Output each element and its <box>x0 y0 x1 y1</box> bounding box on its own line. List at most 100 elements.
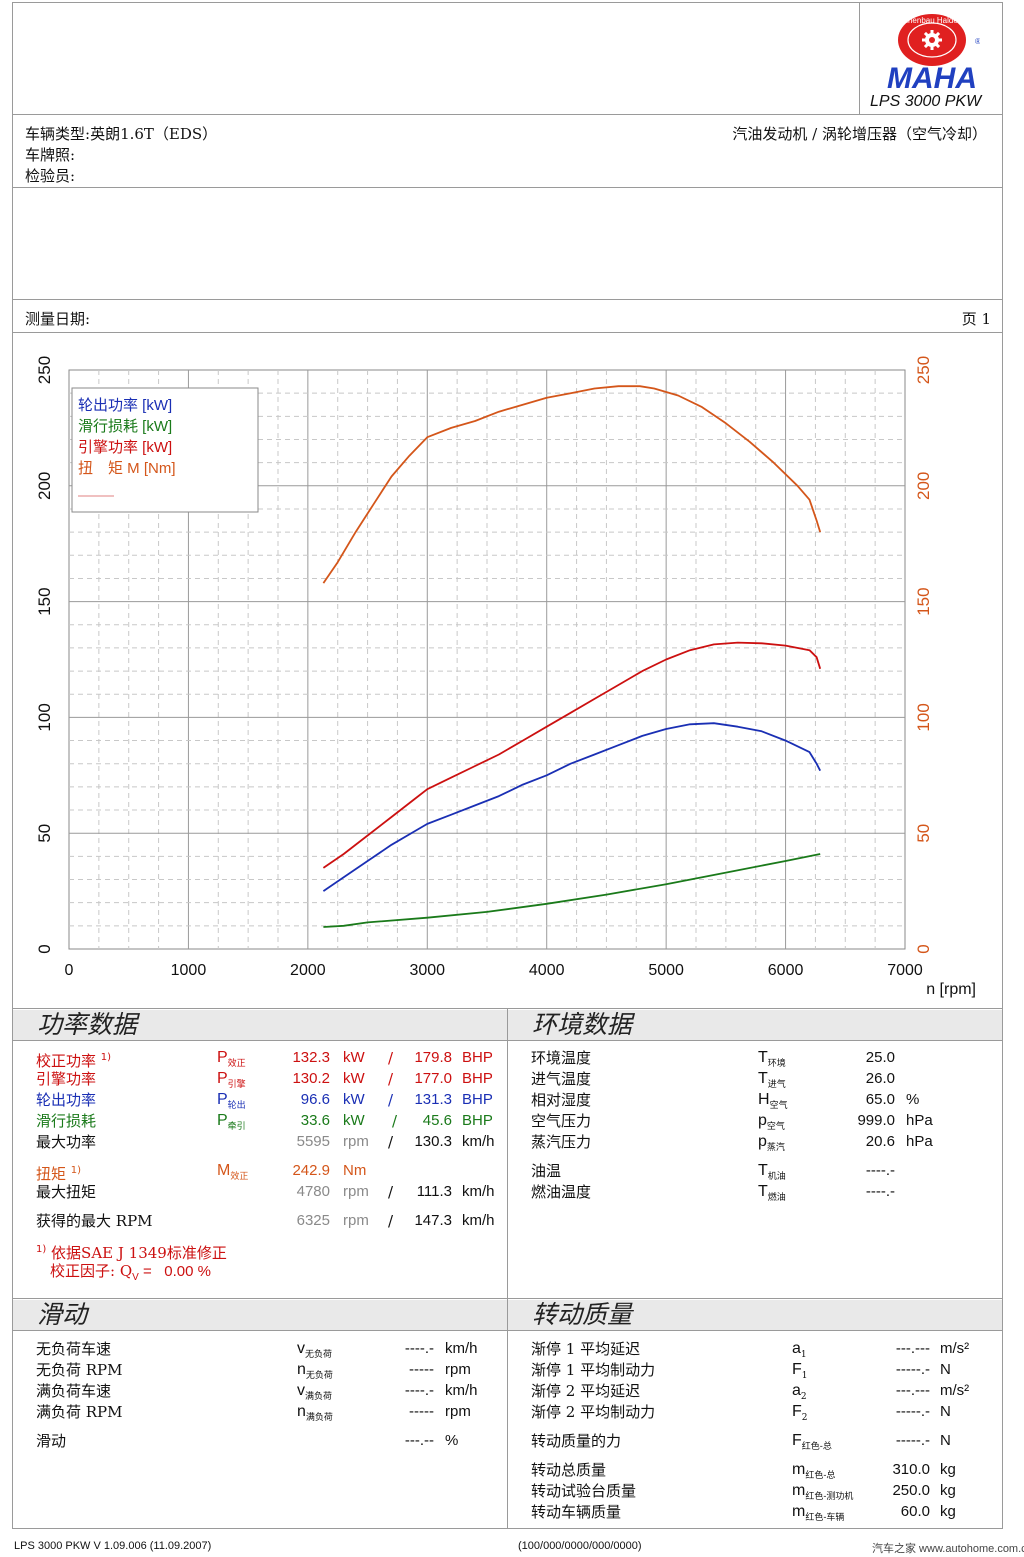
separator: / <box>392 1112 398 1130</box>
series-line-3 <box>322 385 822 584</box>
kmh-unit: km/h <box>462 1183 495 1200</box>
vehicle-type: 车辆类型:英朗1.6T（EDS） <box>25 123 217 144</box>
inertia-unit: kg <box>940 1503 956 1520</box>
legend-entry: 轮出功率 [kW] <box>78 397 172 414</box>
registered-icon: ® <box>975 37 980 46</box>
kw-unit: kW <box>343 1091 365 1108</box>
engine-power-kw: 130.2 <box>292 1070 330 1087</box>
env-label: 蒸汽压力 <box>531 1133 592 1151</box>
quantity-symbol: T机油 <box>758 1162 786 1182</box>
max-power-label: 最大功率 <box>36 1133 97 1151</box>
separator: / <box>388 1049 394 1067</box>
x-axis-label: n [rpm] <box>926 981 976 998</box>
legend-entry: 扭 矩 M [Nm] <box>78 460 176 477</box>
corrected-power-label: 校正功率 1) <box>36 1052 112 1070</box>
max-torque-label: 最大扭矩 <box>36 1183 97 1201</box>
chart-grid <box>68 369 906 950</box>
quantity-symbol: p空气 <box>758 1112 785 1132</box>
nm-unit: Nm <box>343 1162 367 1179</box>
separator: / <box>388 1212 394 1230</box>
correction-footnote: 1) 依据SAE J 1349标准修正 <box>36 1244 227 1262</box>
quantity-symbol: F2 <box>792 1403 808 1423</box>
rpm-unit: rpm <box>343 1133 369 1150</box>
logo-text: MAHA <box>887 62 977 92</box>
y-axis-left: 0 50 100 150 200 250 <box>35 356 54 954</box>
wheel-power-kw: 96.6 <box>300 1091 330 1108</box>
quantity-symbol: v无负荷 <box>297 1340 333 1360</box>
x-tick-label: 6000 <box>768 962 804 979</box>
logo-ring-text: Maschinenbau Haldenwang <box>885 16 980 25</box>
inertia-label: 转动车辆质量 <box>531 1503 622 1521</box>
y-axis-right: 0 50 100 150 200 250 <box>914 356 933 954</box>
kw-unit: kW <box>343 1049 365 1066</box>
inertia-value: 310.0 <box>892 1461 930 1478</box>
quantity-symbol: n无负荷 <box>297 1361 333 1381</box>
separator: / <box>388 1091 394 1109</box>
measure-date-label: 测量日期: <box>25 310 91 328</box>
series-line-1 <box>323 853 821 928</box>
env-value: ----.- <box>865 1183 895 1200</box>
torque-label: 扭矩 1) <box>36 1165 82 1183</box>
engine-power-label: 引擎功率 <box>36 1070 97 1088</box>
inertia-label: 渐停 2 平均延迟 <box>531 1382 641 1400</box>
y-tick-label-left: 250 <box>35 356 54 384</box>
torque-value: 242.9 <box>292 1162 330 1179</box>
y-tick-label-right: 250 <box>914 356 933 384</box>
max-rpm-label: 获得的最大 RPM <box>36 1212 153 1230</box>
env-label: 相对湿度 <box>531 1091 592 1109</box>
slip-value: ----- <box>409 1403 434 1420</box>
model-name: LPS 3000 PKW <box>870 93 982 110</box>
corrected-power-bhp: 179.8 <box>414 1049 452 1066</box>
max-torque-rpm: 4780 <box>296 1183 330 1200</box>
y-tick-label-right: 200 <box>914 472 933 500</box>
quantity-symbol: a1 <box>792 1340 807 1360</box>
y-tick-label-right: 150 <box>914 587 933 615</box>
env-value: 26.0 <box>865 1070 895 1087</box>
slip-unit: rpm <box>445 1403 471 1420</box>
y-tick-label-right: 50 <box>914 824 933 843</box>
maha-logo: Maschinenbau Haldenwang MAHA ® <box>883 10 981 95</box>
slip-value: ----.- <box>404 1340 434 1357</box>
quantity-symbol: m红色-总 <box>792 1461 836 1481</box>
chart-series <box>322 385 822 928</box>
inertia-unit: m/s² <box>940 1382 970 1399</box>
max-rpm-speed: 147.3 <box>414 1212 452 1229</box>
slip-label: 无负荷 RPM <box>36 1361 123 1379</box>
env-label: 燃油温度 <box>531 1183 592 1201</box>
x-tick-label: 3000 <box>409 962 445 979</box>
engine-desc: 汽油发动机 / 涡轮增压器（空气冷却） <box>732 125 987 143</box>
x-tick-label: 0 <box>65 962 74 979</box>
slip-value: ----.- <box>404 1382 434 1399</box>
quantity-symbol: T进气 <box>758 1070 786 1090</box>
page-frame <box>12 2 1003 1529</box>
kmh-unit: km/h <box>462 1133 495 1150</box>
footer-watermark: 汽车之家 www.autohome.com.cn <box>872 1543 1024 1555</box>
max-rpm-value: 6325 <box>296 1212 330 1229</box>
env-section-title: 环境数据 <box>508 1010 1002 1040</box>
wheel-power-bhp: 131.3 <box>414 1091 452 1108</box>
y-tick-label-left: 100 <box>35 703 54 731</box>
inertia-unit: N <box>940 1403 951 1420</box>
bhp-unit: BHP <box>462 1112 493 1129</box>
x-tick-label: 4000 <box>529 962 565 979</box>
inertia-label: 渐停 1 平均延迟 <box>531 1340 641 1358</box>
y-tick-label-right: 100 <box>914 703 933 731</box>
separator: / <box>388 1070 394 1088</box>
chart-legend: 轮出功率 [kW] 滑行损耗 [kW] 引擎功率 [kW] 扭 矩 M [Nm] <box>71 387 259 513</box>
inertia-value: 60.0 <box>900 1503 930 1520</box>
inertia-value: -----.- <box>895 1403 930 1420</box>
slip-value: ---.-- <box>404 1432 434 1449</box>
page-number: 页 1 <box>961 310 991 328</box>
inertia-unit: kg <box>940 1482 956 1499</box>
env-value: 999.0 <box>857 1112 895 1129</box>
slip-unit: km/h <box>445 1340 478 1357</box>
drag-loss-symbol: P牵引 <box>217 1112 246 1132</box>
inertia-value: 250.0 <box>892 1482 930 1499</box>
inertia-value: ---.--- <box>895 1340 930 1357</box>
footer-version: LPS 3000 PKW V 1.09.006 (11.09.2007) <box>14 1540 212 1552</box>
quantity-symbol: F红色-总 <box>792 1432 832 1452</box>
correction-factor: 校正因子: QV = 0.00 % <box>50 1262 211 1283</box>
legend-entry: 引擎功率 [kW] <box>78 439 172 456</box>
quantity-symbol: T燃油 <box>758 1183 786 1203</box>
